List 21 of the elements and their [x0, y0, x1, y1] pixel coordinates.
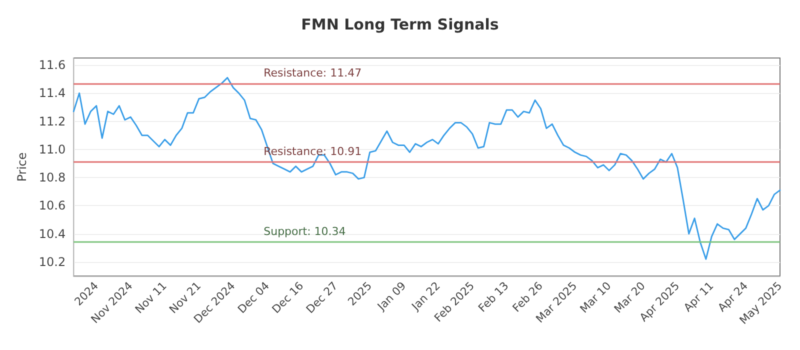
x-tick-label: Dec 27	[304, 279, 340, 316]
y-tick-label: 11.6	[38, 58, 66, 72]
y-tick-label: 10.4	[38, 226, 66, 241]
x-tick-label: Dec 04	[235, 279, 272, 316]
y-tick-label: 10.2	[38, 254, 66, 269]
x-tick-label: Dec 16	[270, 279, 306, 316]
x-tick-label: Jan 09	[374, 279, 409, 314]
y-tick-label: 10.8	[38, 170, 66, 185]
x-tick-label: Nov 11	[132, 279, 170, 316]
y-tick-label: 11.0	[38, 142, 66, 156]
x-tick-label: Mar 10	[577, 279, 614, 316]
ref-line-label: Resistance: 11.47	[264, 66, 362, 80]
y-tick-label: 11.4	[38, 86, 66, 100]
y-axis-title: Price	[15, 152, 29, 182]
y-tick-label: 10.6	[38, 198, 66, 213]
chart-title: FMN Long Term Signals	[301, 16, 499, 34]
ref-line-label: Support: 10.34	[264, 225, 346, 238]
line-series	[72, 76, 781, 260]
x-tick-label: Apr 11	[681, 279, 716, 314]
x-tick-label: Feb 13	[476, 279, 512, 315]
y-tick-label: 11.2	[38, 114, 66, 128]
